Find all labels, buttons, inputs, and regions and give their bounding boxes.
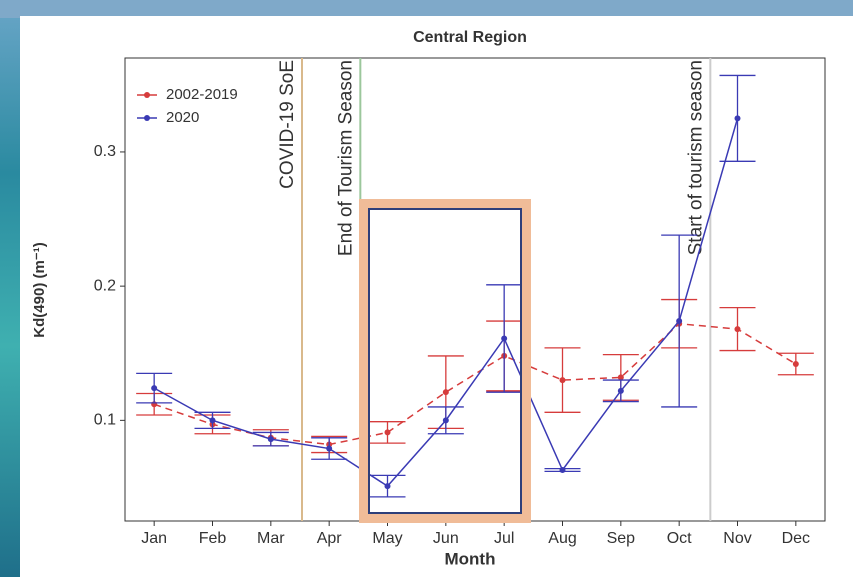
x-tick-label: May [372, 530, 402, 547]
legend-dot [144, 115, 150, 121]
legend-label: 2002-2019 [166, 86, 238, 103]
point [268, 436, 274, 442]
point [560, 467, 566, 473]
annotation-text: End of Tourism Season [335, 60, 356, 256]
legend-dot [144, 92, 150, 98]
x-tick-label: Mar [257, 530, 285, 547]
point [793, 361, 799, 367]
point [676, 318, 682, 324]
y-axis-label: Kd(490) (m⁻¹) [31, 242, 48, 337]
point [501, 335, 507, 341]
x-tick-label: Jun [433, 530, 459, 547]
x-tick-label: Jan [141, 530, 167, 547]
point [735, 326, 741, 332]
point [560, 377, 566, 383]
background-top [0, 0, 853, 18]
point [443, 389, 449, 395]
x-tick-label: Sep [607, 530, 636, 547]
point [735, 115, 741, 121]
y-tick-label: 0.3 [94, 143, 116, 160]
legend-label: 2020 [166, 109, 199, 126]
x-tick-label: Jul [494, 530, 514, 547]
screenshot: Central Region Month Kd(490) (m⁻¹) 0.1 0.… [0, 0, 853, 577]
point [385, 429, 391, 435]
x-tick-label: Feb [199, 530, 227, 547]
x-axis-label: Month [445, 549, 496, 568]
y-tick-label: 0.2 [94, 277, 116, 294]
point [443, 417, 449, 423]
x-tick-label: Nov [723, 530, 751, 547]
annotation-text: Start of tourism season [685, 60, 706, 255]
chart-title: Central Region [413, 29, 527, 46]
x-tick-label: Aug [548, 530, 576, 547]
y-tick-label: 0.1 [94, 412, 116, 429]
point [151, 385, 157, 391]
point [618, 388, 624, 394]
point [385, 483, 391, 489]
x-tick-label: Oct [667, 530, 692, 547]
chart-panel [20, 16, 853, 577]
annotation-text: COVID-19 SoE [277, 60, 298, 189]
x-tick-label: Apr [317, 530, 343, 547]
point [210, 417, 216, 423]
x-tick-label: Dec [782, 530, 810, 547]
point [326, 446, 332, 452]
